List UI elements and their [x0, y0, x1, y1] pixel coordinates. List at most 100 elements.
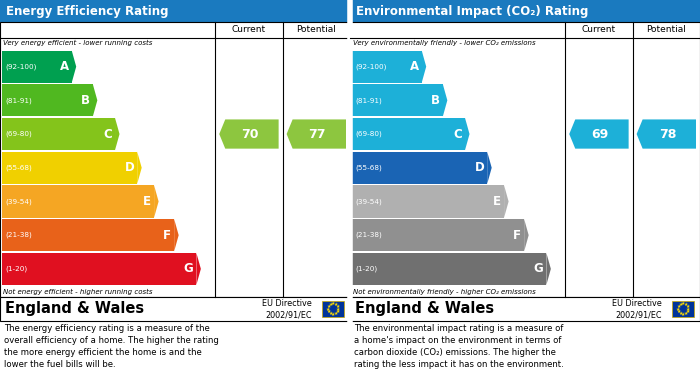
Text: (39-54): (39-54)	[5, 198, 32, 205]
Text: (69-80): (69-80)	[5, 131, 32, 137]
Text: D: D	[475, 161, 484, 174]
Bar	[2, 50, 71, 83]
Text: (92-100): (92-100)	[355, 63, 386, 70]
Text: ★: ★	[335, 304, 340, 309]
Text: ★: ★	[685, 309, 690, 314]
Text: D: D	[125, 161, 134, 174]
Polygon shape	[71, 50, 76, 83]
Polygon shape	[174, 219, 179, 251]
Text: ★: ★	[676, 304, 681, 309]
Text: (81-91): (81-91)	[355, 97, 382, 104]
Text: ★: ★	[333, 311, 337, 316]
Text: F: F	[163, 229, 172, 242]
Polygon shape	[636, 119, 696, 149]
Text: ★: ★	[683, 302, 687, 307]
Text: EU Directive
2002/91/EC: EU Directive 2002/91/EC	[612, 299, 662, 319]
Text: (21-38): (21-38)	[355, 232, 382, 239]
Text: Very environmentally friendly - lower CO₂ emissions: Very environmentally friendly - lower CO…	[353, 40, 536, 46]
Text: 69: 69	[592, 127, 608, 140]
Text: G: G	[183, 262, 193, 275]
Text: (55-68): (55-68)	[355, 165, 382, 171]
Text: ★: ★	[685, 304, 690, 309]
Text: ★: ★	[333, 302, 337, 307]
Text: 77: 77	[309, 127, 326, 140]
Bar	[350, 297, 700, 321]
Polygon shape	[137, 152, 141, 184]
Polygon shape	[115, 118, 120, 150]
Text: England & Wales: England & Wales	[355, 301, 494, 316]
Bar	[2, 84, 93, 117]
Text: ★: ★	[676, 307, 680, 312]
Text: Potential: Potential	[646, 25, 686, 34]
Text: ★: ★	[328, 302, 332, 307]
Bar	[352, 185, 504, 217]
Text: (81-91): (81-91)	[5, 97, 32, 104]
Text: B: B	[430, 94, 440, 107]
Polygon shape	[443, 84, 447, 117]
Text: England & Wales: England & Wales	[5, 301, 144, 316]
Bar	[352, 219, 524, 251]
Polygon shape	[286, 119, 346, 149]
Text: ★: ★	[328, 311, 332, 316]
Bar	[2, 253, 196, 285]
Polygon shape	[569, 119, 629, 149]
Text: A: A	[60, 60, 69, 73]
Text: C: C	[104, 127, 112, 140]
Polygon shape	[547, 253, 551, 285]
Text: E: E	[143, 195, 151, 208]
Text: EU Directive
2002/91/EC: EU Directive 2002/91/EC	[262, 299, 312, 319]
Text: Potential: Potential	[296, 25, 336, 34]
Polygon shape	[219, 119, 279, 149]
Text: Current: Current	[582, 25, 616, 34]
Bar	[672, 301, 694, 317]
Text: ★: ★	[683, 311, 687, 316]
Polygon shape	[487, 152, 491, 184]
Text: (69-80): (69-80)	[355, 131, 382, 137]
Text: Current: Current	[232, 25, 266, 34]
Text: Not energy efficient - higher running costs: Not energy efficient - higher running co…	[3, 289, 153, 295]
Bar	[0, 297, 350, 321]
Text: G: G	[533, 262, 543, 275]
Text: Environmental Impact (CO₂) Rating: Environmental Impact (CO₂) Rating	[356, 5, 589, 18]
Text: ★: ★	[678, 302, 682, 307]
Text: ★: ★	[686, 307, 690, 312]
Bar	[352, 50, 421, 83]
Text: (55-68): (55-68)	[5, 165, 32, 171]
Bar	[352, 118, 465, 150]
Polygon shape	[154, 185, 159, 217]
Polygon shape	[504, 185, 509, 217]
Text: E: E	[493, 195, 501, 208]
Bar	[2, 219, 174, 251]
Text: ★: ★	[331, 301, 335, 307]
Polygon shape	[465, 118, 470, 150]
Bar	[2, 185, 154, 217]
Text: ★: ★	[681, 301, 685, 307]
Text: The environmental impact rating is a measure of
a home's impact on the environme: The environmental impact rating is a mea…	[354, 324, 564, 369]
Text: Very energy efficient - lower running costs: Very energy efficient - lower running co…	[3, 40, 153, 46]
Text: ★: ★	[681, 312, 685, 317]
Polygon shape	[524, 219, 528, 251]
Text: ★: ★	[326, 307, 330, 312]
Text: ★: ★	[326, 304, 331, 309]
Polygon shape	[93, 84, 97, 117]
Text: (1-20): (1-20)	[5, 265, 27, 272]
Bar	[0, 22, 350, 297]
Bar	[352, 84, 443, 117]
Bar	[352, 152, 487, 184]
Text: A: A	[410, 60, 419, 73]
Polygon shape	[196, 253, 201, 285]
Text: B: B	[80, 94, 90, 107]
Bar	[350, 0, 700, 22]
Bar	[2, 118, 115, 150]
Text: F: F	[513, 229, 522, 242]
Text: Energy Efficiency Rating: Energy Efficiency Rating	[6, 5, 169, 18]
Polygon shape	[421, 50, 426, 83]
Text: (21-38): (21-38)	[5, 232, 32, 239]
Text: ★: ★	[336, 307, 340, 312]
Text: ★: ★	[326, 309, 331, 314]
Text: The energy efficiency rating is a measure of the
overall efficiency of a home. T: The energy efficiency rating is a measur…	[4, 324, 219, 369]
Text: ★: ★	[331, 312, 335, 317]
Text: ★: ★	[678, 311, 682, 316]
Bar	[0, 0, 350, 22]
Text: (1-20): (1-20)	[355, 265, 377, 272]
